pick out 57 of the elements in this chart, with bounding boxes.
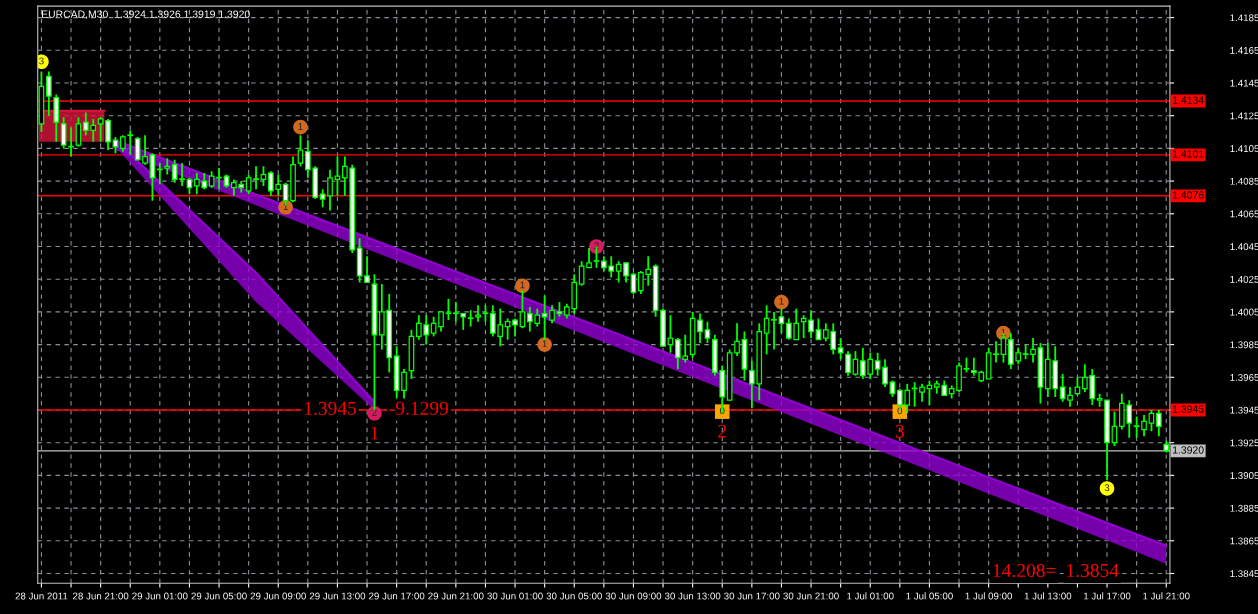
y-tick-label: 1.4045 — [1230, 243, 1258, 251]
y-tick-label: 1.3965 — [1230, 374, 1258, 381]
x-tick-label: 28 Jun 21:00 — [73, 592, 129, 600]
y-tick-label: 1.4185 — [1230, 14, 1258, 22]
annotation: 1 — [298, 122, 303, 130]
annotation: 14.208= — [993, 563, 1056, 578]
x-tick-label: 29 Jun 13:00 — [309, 592, 366, 600]
ref-line-label: 1.3945 — [1173, 405, 1204, 413]
x-tick-label: 29 Jun 05:00 — [191, 592, 247, 600]
x-tick-label: 30 Jun 17:00 — [724, 592, 780, 600]
y-tick-label: 1.4165 — [1230, 47, 1258, 54]
x-tick-label: 1 Jul 21:00 — [1143, 592, 1190, 600]
y-tick-label: 1.3925 — [1230, 439, 1258, 447]
y-tick-label: 1.3905 — [1230, 472, 1258, 480]
chart-title: EURCAD,M30 1.3924 1.3926 1.3919 1.3920 — [41, 10, 250, 20]
annotation: 1.3854 — [1067, 563, 1119, 578]
y-tick-label: 1.4065 — [1230, 210, 1258, 218]
ref-line-label: 1.3920 — [1173, 446, 1204, 454]
ref-line-label: 1.4101 — [1173, 150, 1204, 158]
y-tick-label: 1.4005 — [1230, 308, 1258, 316]
x-tick-label: 30 Jun 05:00 — [546, 592, 602, 600]
annotation: -9.1299 — [389, 401, 449, 415]
x-tick-label: 1 Jul 13:00 — [1024, 592, 1072, 600]
x-tick-label: 29 Jun 09:00 — [250, 592, 306, 600]
x-tick-label: 28 Jun 2011 — [15, 592, 68, 600]
x-tick-label: 1 Jul 09:00 — [965, 592, 1013, 600]
x-tick-label: 1 Jul 01:00 — [847, 592, 894, 600]
annotation: 1 — [371, 426, 379, 440]
annotation: 3 — [1104, 484, 1110, 492]
x-tick-label: 30 Jun 21:00 — [783, 592, 839, 600]
x-tick-label: 1 Jul 05:00 — [906, 592, 953, 600]
ref-line-label: 1.4076 — [1173, 191, 1204, 199]
y-tick-label: 1.4125 — [1230, 112, 1258, 120]
y-tick-label: 1.3865 — [1230, 537, 1258, 545]
y-tick-label: 1.3885 — [1230, 504, 1258, 512]
annotation: 3 — [895, 424, 904, 438]
ref-line-label: 1.4134 — [1173, 96, 1204, 104]
y-tick-label: 1.4085 — [1230, 177, 1258, 185]
annotation: 1 — [542, 340, 547, 348]
annotation: 1 — [520, 281, 525, 289]
annotation: 3 — [39, 57, 44, 65]
x-tick-label: 29 Jun 01:00 — [132, 592, 188, 600]
y-tick-label: 1.3945 — [1230, 406, 1258, 414]
x-tick-label: 30 Jun 01:00 — [487, 592, 543, 600]
x-tick-label: 29 Jun 21:00 — [428, 592, 484, 600]
x-tick-label: 30 Jun 09:00 — [605, 592, 662, 600]
y-tick-label: 1.3985 — [1230, 341, 1258, 349]
annotation: 1.3945 — [305, 401, 357, 415]
y-tick-label: 1.3845 — [1230, 570, 1258, 578]
x-tick-label: 29 Jun 17:00 — [369, 592, 425, 600]
annotation: 1 — [779, 297, 784, 305]
y-tick-label: 1.4025 — [1230, 275, 1258, 283]
x-tick-label: 30 Jun 13:00 — [664, 592, 721, 600]
y-tick-label: 1.4145 — [1230, 79, 1258, 87]
annotation: 2 — [718, 424, 727, 438]
y-tick-label: 1.4105 — [1230, 145, 1258, 152]
x-tick-label: 1 Jul 17:00 — [1084, 592, 1131, 600]
